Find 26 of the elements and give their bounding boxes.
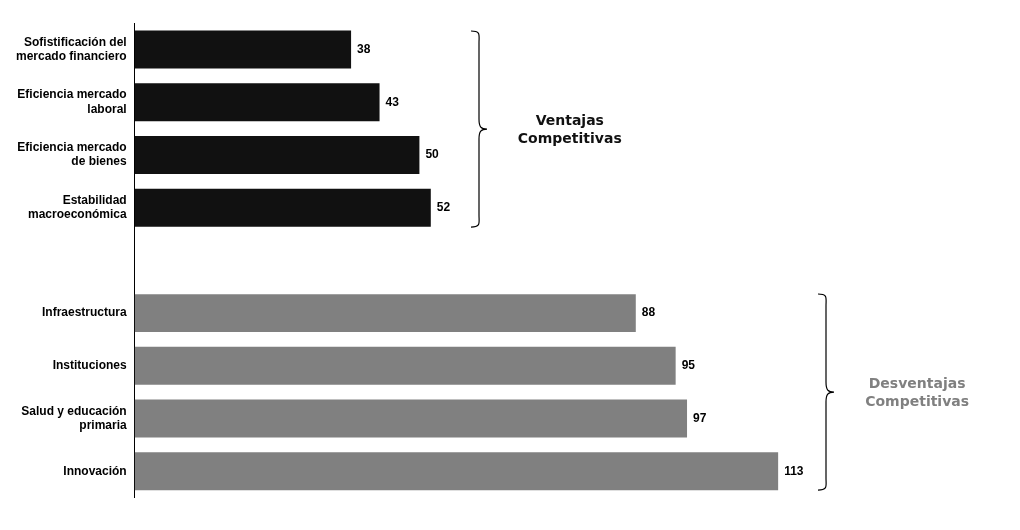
y-tick-label: Salud y educación primaria — [21, 403, 128, 433]
bar — [134, 83, 380, 122]
data-label: 52 — [436, 200, 451, 214]
data-label: 113 — [784, 463, 804, 478]
data-label: 88 — [641, 305, 656, 320]
data-label: 97 — [693, 410, 707, 425]
y-tick-label: Instituciones — [52, 358, 128, 373]
data-label: 50 — [425, 147, 440, 162]
bar — [134, 188, 431, 227]
bar — [134, 136, 420, 174]
data-label: 43 — [385, 94, 400, 109]
y-tick-label: Infraestructura — [42, 305, 128, 320]
annotation: Ventajas Competitivas — [516, 110, 623, 147]
bar — [134, 294, 636, 333]
text: Desventajas Competitivas — [864, 374, 971, 411]
y-tick-label: Eficiencia mercado laboral — [17, 87, 127, 116]
bar — [134, 30, 352, 69]
bar — [134, 452, 779, 491]
data-label: 95 — [681, 358, 696, 373]
y-tick-label: Sofistificación del mercado financiero — [16, 34, 127, 64]
bar — [134, 346, 676, 385]
bar — [134, 399, 688, 438]
data-label: 38 — [357, 41, 371, 56]
y-tick-label: Innovación — [63, 463, 127, 478]
y-tick-label: Eficiencia mercado de bienes — [17, 140, 128, 169]
y-tick-label: Estabilidad macroeconómica — [27, 192, 128, 222]
